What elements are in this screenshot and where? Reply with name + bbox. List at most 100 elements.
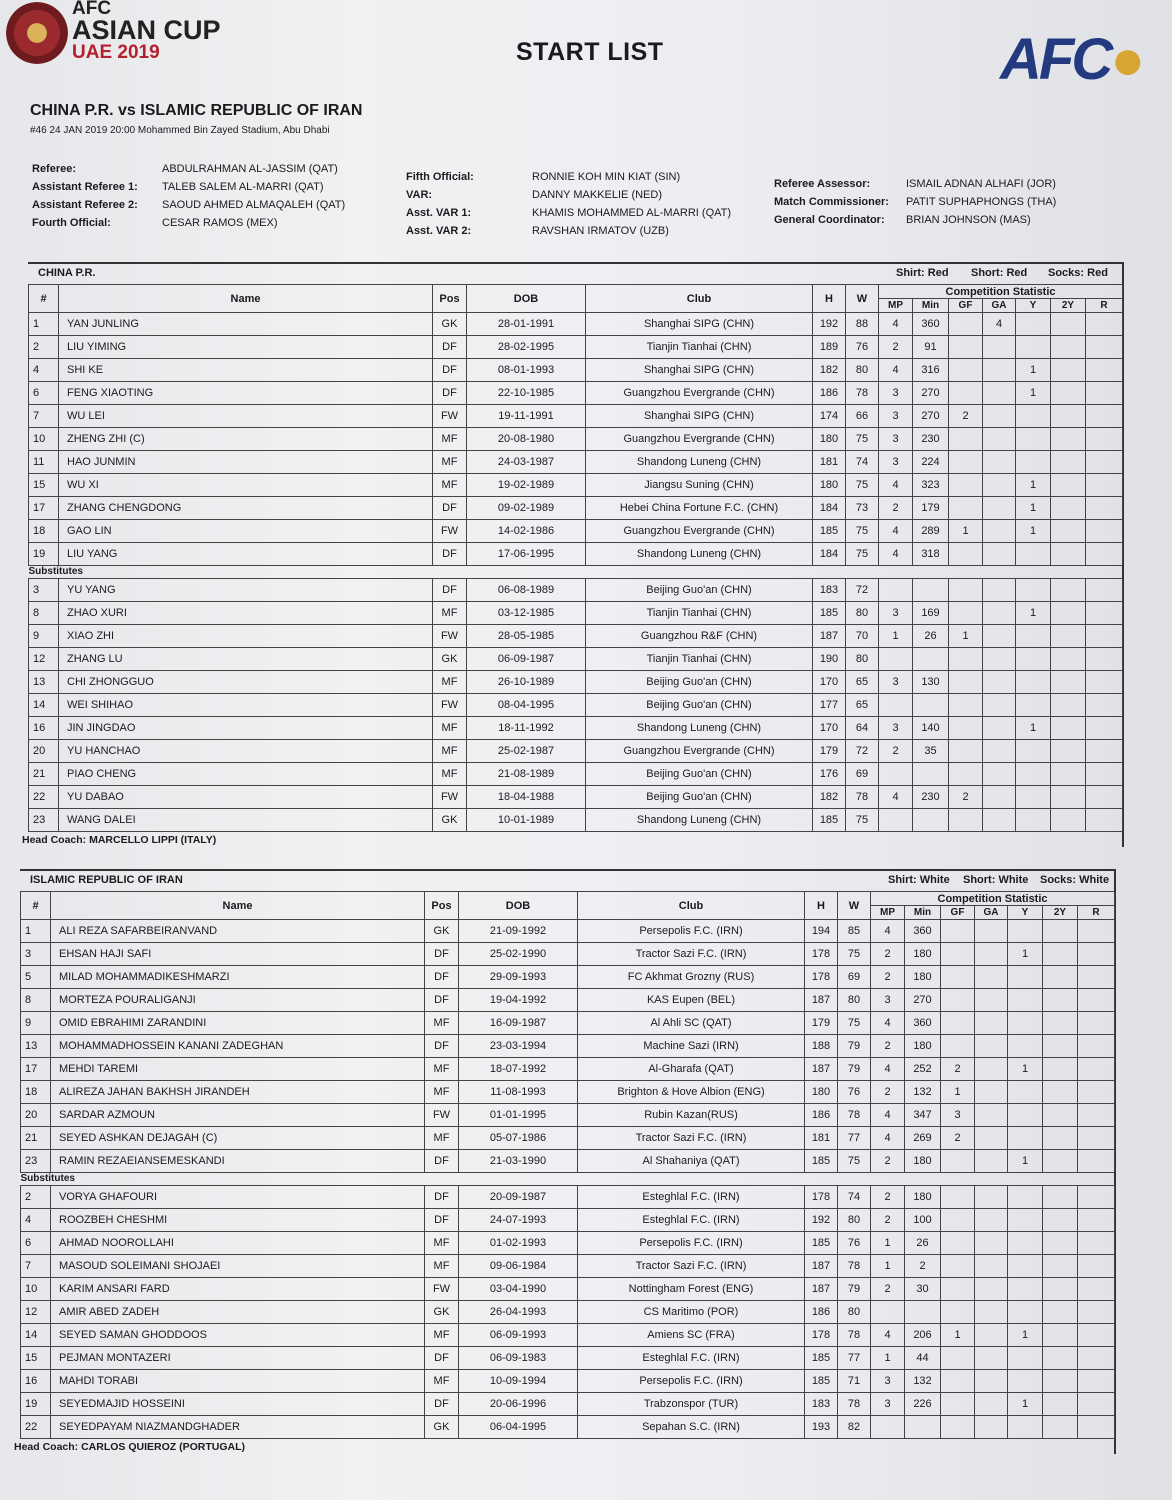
player-name: ALIREZA JAHAN BAKHSH JIRANDEH <box>50 1080 425 1104</box>
player-position: FW <box>432 519 467 543</box>
stat-r <box>1084 381 1124 405</box>
stat-ga <box>982 762 1016 786</box>
stat-gf: 2 <box>940 1126 975 1150</box>
stat-gf <box>940 1149 975 1173</box>
player-position: MF <box>432 762 467 786</box>
player-name: VORYA GHAFOURI <box>50 1185 425 1209</box>
stat-2y <box>1050 808 1086 832</box>
col-2y: 2Y <box>1050 298 1086 313</box>
player-dob: 01-02-1993 <box>458 1231 578 1255</box>
stat-y <box>1007 988 1043 1012</box>
player-number: 2 <box>28 335 59 359</box>
player-club: Tianjin Tianhai (CHN) <box>585 647 813 671</box>
official-row: General Coordinator: BRIAN JOHNSON (MAS) <box>774 211 1056 229</box>
stat-2y <box>1050 450 1086 474</box>
table-row: 21 PIAO CHENG MF 21-08-1989 Beijing Guo'an (… <box>28 762 1124 786</box>
player-weight: 76 <box>845 335 879 359</box>
table-row: 16 MAHDI TORABI MF 10-09-1994 Persepolis F.C… <box>20 1369 1116 1393</box>
player-number: 13 <box>28 670 59 694</box>
official-role: Asst. VAR 1: <box>406 207 472 219</box>
stat-2y <box>1042 988 1078 1012</box>
player-height: 180 <box>804 1080 838 1104</box>
player-dob: 28-01-1991 <box>466 312 586 336</box>
player-dob: 09-06-1984 <box>458 1254 578 1278</box>
stat-2y <box>1042 1034 1078 1058</box>
official-role: Referee Assessor: <box>774 178 871 190</box>
player-height: 185 <box>804 1231 838 1255</box>
stat-2y <box>1042 1415 1078 1439</box>
player-club: Guangzhou Evergrande (CHN) <box>585 519 813 543</box>
player-dob: 24-03-1987 <box>466 450 586 474</box>
table-row: 9 XIAO ZHI FW 28-05-1985 Guangzhou R&F (CHN)… <box>28 624 1124 648</box>
stat-ga <box>982 808 1016 832</box>
stat-gf <box>940 1277 975 1301</box>
official-role: VAR: <box>406 189 433 201</box>
stat-mp: 4 <box>878 312 913 336</box>
socks-color: Socks: Red <box>1048 267 1108 279</box>
player-dob: 03-04-1990 <box>458 1277 578 1301</box>
col-competition-statistic: Competition Statistic <box>869 891 1116 906</box>
player-weight: 80 <box>837 1208 871 1232</box>
player-club: Tractor Sazi F.C. (IRN) <box>577 1126 805 1150</box>
stat-r <box>1084 404 1124 428</box>
stat-gf <box>940 1185 975 1209</box>
stat-2y <box>1042 1103 1078 1127</box>
player-club: Hebei China Fortune F.C. (CHN) <box>585 496 813 520</box>
stat-y: 1 <box>1015 381 1051 405</box>
table-row: 3 EHSAN HAJI SAFI DF 25-02-1990 Tractor Sazi… <box>20 942 1116 966</box>
stat-min: 206 <box>904 1323 941 1347</box>
stat-2y <box>1050 716 1086 740</box>
stat-y <box>1007 1254 1043 1278</box>
stat-min: 180 <box>904 942 941 966</box>
stat-2y <box>1042 1126 1078 1150</box>
stat-mp: 3 <box>878 404 913 428</box>
official-row: Asst. VAR 2: RAVSHAN IRMATOV (UZB) <box>406 222 731 240</box>
stat-ga <box>982 404 1016 428</box>
table-row: 14 SEYED SAMAN GHODDOOS MF 06-09-1993 Amiens… <box>20 1323 1116 1347</box>
short-color: Short: Red <box>971 267 1028 279</box>
player-club: Beijing Guo'an (CHN) <box>585 693 813 717</box>
stat-2y <box>1050 335 1086 359</box>
table-row: 8 ZHAO XURI MF 03-12-1985 Tianjin Tianhai (C… <box>28 601 1124 625</box>
stat-r <box>1076 1185 1116 1209</box>
player-number: 16 <box>20 1369 51 1393</box>
stat-gf <box>948 670 983 694</box>
stat-min: 26 <box>912 624 949 648</box>
table-row: 22 SEYEDPAYAM NIAZMANDGHADER GK 06-04-1995 S… <box>20 1415 1116 1439</box>
player-height: 187 <box>804 1254 838 1278</box>
stat-mp: 1 <box>878 624 913 648</box>
stat-2y <box>1042 1346 1078 1370</box>
stat-mp: 3 <box>878 716 913 740</box>
player-dob: 21-09-1992 <box>458 919 578 943</box>
stat-mp <box>878 693 913 717</box>
stat-2y <box>1042 1057 1078 1081</box>
player-weight: 74 <box>845 450 879 474</box>
stat-ga <box>974 1011 1008 1035</box>
official-name: CESAR RAMOS (MEX) <box>162 217 278 229</box>
stat-r <box>1076 1034 1116 1058</box>
player-weight: 85 <box>837 919 871 943</box>
afc-logo-text: AFC <box>1000 27 1113 92</box>
stat-ga <box>974 1126 1008 1150</box>
stat-2y <box>1050 601 1086 625</box>
stat-min: 230 <box>912 785 949 809</box>
player-height: 184 <box>812 542 846 566</box>
stat-ga <box>974 1300 1008 1324</box>
player-position: DF <box>424 1034 459 1058</box>
stat-min: 360 <box>904 1011 941 1035</box>
stat-ga <box>982 578 1016 602</box>
stat-ga <box>974 1149 1008 1173</box>
player-name: WANG DALEI <box>58 808 433 832</box>
stat-y <box>1015 762 1051 786</box>
player-number: 3 <box>20 942 51 966</box>
stat-gf <box>948 716 983 740</box>
stat-gf <box>940 1231 975 1255</box>
col-pos: Pos <box>424 891 459 920</box>
stat-2y <box>1050 762 1086 786</box>
player-club: Tractor Sazi F.C. (IRN) <box>577 942 805 966</box>
table-row: 15 PEJMAN MONTAZERI DF 06-09-1983 Esteghlal … <box>20 1346 1116 1370</box>
col-gf: GF <box>948 298 983 313</box>
stat-r <box>1084 450 1124 474</box>
player-height: 187 <box>812 624 846 648</box>
player-height: 179 <box>804 1011 838 1035</box>
